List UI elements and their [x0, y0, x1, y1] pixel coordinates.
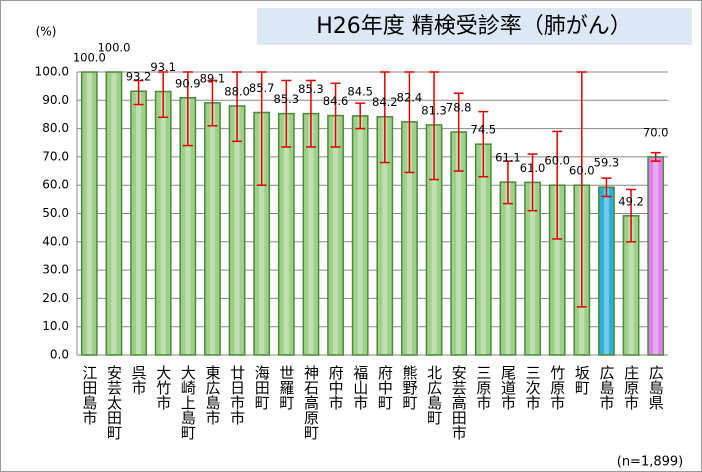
value-label: 100.0	[97, 41, 130, 55]
x-tick-label: 江田島市	[80, 365, 98, 425]
value-label: 100.0	[73, 51, 106, 65]
bar-highlight	[160, 92, 166, 354]
x-tick-label: 庄原市	[622, 364, 640, 410]
y-unit: (%)	[36, 25, 57, 39]
y-tick-label: 40.0	[42, 234, 69, 248]
bar-highlight	[136, 92, 142, 354]
y-tick-label: 60.0	[42, 178, 69, 192]
value-label: 49.2	[618, 194, 644, 208]
x-tick-label: 広島県	[647, 365, 665, 410]
bar-highlight	[653, 157, 659, 354]
bar	[80, 71, 98, 356]
chart-title: H26年度 精検受診率（肺がん）	[316, 14, 632, 39]
bar-highlight	[357, 116, 363, 355]
value-label: 78.8	[446, 100, 472, 114]
x-tick-label: 府中町	[376, 365, 394, 410]
x-tick-label: 東広島市	[203, 365, 221, 425]
y-tick-label: 50.0	[42, 206, 69, 220]
bar	[105, 71, 123, 356]
value-label: 61.1	[495, 151, 521, 165]
x-tick-label: 三原市	[474, 365, 492, 410]
x-tick-label: 大竹市	[154, 365, 172, 410]
bar-highlight	[480, 145, 486, 354]
bar-highlight	[283, 114, 289, 354]
y-tick-label: 30.0	[42, 263, 69, 277]
bar-highlight	[456, 132, 462, 354]
bar-highlight	[111, 73, 117, 354]
bar-highlight	[530, 183, 536, 354]
bar-highlight	[505, 183, 511, 354]
bar-highlight	[603, 188, 609, 354]
value-label: 81.3	[421, 103, 447, 117]
x-tick-label: 安芸太田町	[105, 365, 123, 440]
x-tick-label: 坂町	[573, 365, 591, 395]
x-tick-label: 呉市	[130, 365, 148, 395]
x-tick-label: 府中市	[327, 365, 345, 410]
value-label: 88.0	[224, 84, 250, 98]
note: (n=1,899)	[617, 455, 684, 470]
bar-highlight	[382, 117, 388, 355]
x-tick-label: 熊野町	[400, 365, 418, 410]
value-label: 89.1	[200, 71, 226, 85]
bar-highlight	[406, 122, 412, 354]
value-label: 90.9	[175, 76, 201, 90]
value-label: 85.3	[298, 82, 324, 96]
y-tick-label: 0.0	[50, 348, 69, 362]
x-tick-label: 三次市	[524, 365, 542, 410]
bar-highlight	[86, 73, 92, 354]
value-label: 60.0	[569, 164, 595, 178]
bar-highlight	[185, 98, 191, 355]
value-label: 85.7	[249, 81, 275, 95]
value-label: 59.3	[594, 156, 620, 170]
x-tick-label: 福山市	[351, 365, 369, 410]
bar-highlight	[308, 114, 314, 354]
value-label: 60.0	[544, 154, 570, 168]
y-tick-label: 70.0	[42, 149, 69, 163]
x-tick-label: 海田町	[253, 365, 271, 410]
bar-highlight	[209, 103, 215, 354]
value-label: 70.0	[643, 125, 669, 139]
bar-highlight	[333, 116, 339, 354]
value-label: 74.5	[471, 123, 497, 137]
x-tick-label: 廿日市市	[228, 365, 246, 425]
bar-highlight	[628, 216, 634, 354]
y-tick-label: 20.0	[42, 291, 69, 305]
bar-highlight	[259, 113, 265, 355]
title-box	[257, 8, 692, 45]
x-tick-label: 竹原市	[548, 365, 566, 410]
x-tick-label: 神石高原町	[302, 365, 320, 440]
value-label: 61.0	[520, 161, 546, 175]
x-tick-label: 北広島町	[425, 365, 443, 425]
x-tick-label: 大崎上島町	[179, 365, 197, 440]
value-label: 84.5	[347, 84, 373, 98]
value-label: 93.1	[150, 60, 176, 74]
bar-highlight	[234, 106, 240, 355]
y-tick-label: 80.0	[42, 121, 69, 135]
y-tick-label: 10.0	[42, 319, 69, 333]
x-tick-label: 安芸高田市	[450, 365, 468, 440]
value-label: 84.6	[323, 94, 349, 108]
y-tick-label: 100.0	[35, 65, 69, 79]
x-tick-label: 尾道市	[499, 365, 517, 410]
bar-highlight	[431, 125, 437, 355]
x-tick-label: 広島市	[597, 365, 615, 410]
value-label: 84.2	[372, 95, 398, 109]
y-tick-label: 90.0	[42, 93, 69, 107]
value-label: 93.2	[126, 70, 152, 84]
value-label: 82.4	[397, 90, 423, 104]
bar-highlight	[554, 186, 560, 354]
x-tick-label: 世羅町	[277, 365, 295, 410]
value-label: 85.3	[274, 92, 300, 106]
